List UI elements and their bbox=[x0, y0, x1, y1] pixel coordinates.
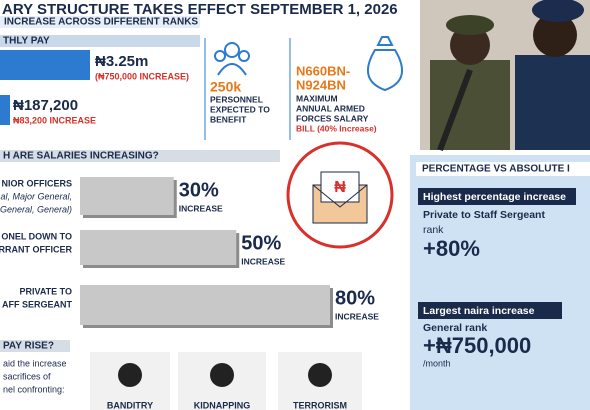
bill-text: BILL (40% Increase) bbox=[296, 123, 377, 133]
bill-text: FORCES SALARY bbox=[296, 113, 369, 123]
value-label: 30% bbox=[179, 179, 219, 201]
personnel-text: BENEFIT bbox=[210, 114, 247, 124]
detail: rank bbox=[423, 224, 444, 236]
threat-label: BANDITRY bbox=[107, 400, 153, 410]
section-heading: PAY RISE? bbox=[3, 341, 54, 352]
pay-bar bbox=[0, 50, 90, 80]
threat-icon bbox=[210, 363, 234, 387]
threat-icon bbox=[308, 363, 332, 387]
bill-figure: N924BN bbox=[296, 77, 346, 92]
threat-icon bbox=[118, 363, 142, 387]
increase-label: INCREASE bbox=[179, 203, 223, 213]
section-header bbox=[0, 340, 70, 352]
increase-label: INCREASE bbox=[335, 311, 379, 321]
rank-text: General, General) bbox=[0, 204, 72, 214]
value-label: 80% bbox=[335, 287, 375, 309]
rifle bbox=[437, 68, 473, 152]
subtitle-box bbox=[0, 16, 200, 28]
personnel-figure: 250k bbox=[210, 79, 241, 95]
label-box bbox=[418, 302, 562, 319]
beret bbox=[532, 0, 584, 22]
pay-increase: ₦83,200 INCREASE bbox=[13, 115, 96, 125]
value-label: 50% bbox=[241, 232, 281, 254]
pay-amount: ₦3.25m bbox=[95, 53, 148, 70]
rank-rows: NIOR OFFICERS al, Major General, General, … bbox=[0, 177, 379, 328]
rank-text: al, Major General, bbox=[0, 191, 72, 201]
bill-text: ANNUAL ARMED bbox=[296, 103, 365, 113]
bill-figure: N660BN- bbox=[296, 63, 350, 78]
money-bag-icon bbox=[366, 36, 404, 92]
increase-bar bbox=[80, 177, 174, 215]
personnel-text: EXPECTED TO bbox=[210, 104, 270, 114]
soldier-left-head bbox=[450, 25, 490, 65]
section-header bbox=[0, 35, 200, 47]
subtitle: INCREASE ACROSS DIFFERENT RANKS bbox=[4, 17, 198, 28]
helmet bbox=[446, 15, 494, 35]
increase-label: INCREASE bbox=[241, 256, 285, 266]
why-text: aid the increase bbox=[3, 358, 67, 368]
rank-text: RRANT OFFICER bbox=[0, 244, 72, 254]
panel-heading: PERCENTAGE VS ABSOLUTE I bbox=[422, 164, 570, 175]
bill-text: MAXIMUM bbox=[296, 93, 338, 103]
threat-label: TERRORISM bbox=[293, 400, 347, 410]
pay-increase: (₦750,000 INCREASE) bbox=[95, 71, 189, 81]
section-header bbox=[0, 150, 280, 162]
label: Highest percentage increase bbox=[423, 191, 566, 203]
increase-bar bbox=[80, 230, 237, 265]
title: ARY STRUCTURE TAKES EFFECT SEPTEMBER 1, … bbox=[2, 1, 398, 18]
why-text: nel confronting: bbox=[3, 384, 65, 394]
detail: Private to Staff Sergeant bbox=[423, 209, 545, 221]
unit: /month bbox=[423, 358, 451, 368]
people-icon bbox=[214, 42, 250, 76]
rank-text: ONEL DOWN TO bbox=[1, 231, 72, 241]
panel-header bbox=[416, 162, 590, 176]
section-heading: H ARE SALARIES INCREASING? bbox=[3, 151, 159, 162]
personnel-text: PERSONNEL bbox=[210, 94, 263, 104]
figure: +₦750,000 bbox=[423, 333, 531, 358]
figure: +80% bbox=[423, 236, 480, 261]
pay-amount: ₦187,200 bbox=[13, 97, 78, 114]
envelope-icon: ₦ bbox=[312, 171, 368, 224]
threat-label: KIDNAPPING bbox=[194, 400, 251, 410]
soldier-right-head bbox=[533, 13, 577, 57]
svg-text:₦: ₦ bbox=[334, 179, 346, 196]
section-heading: THLY PAY bbox=[3, 36, 50, 47]
label: Largest naira increase bbox=[423, 305, 535, 317]
why-text: sacrifices of bbox=[3, 371, 51, 381]
detail: General rank bbox=[423, 322, 487, 334]
increase-bar bbox=[80, 285, 330, 325]
threats: BANDITRY KIDNAPPING TERRORISM bbox=[90, 352, 362, 410]
soldier-right bbox=[515, 55, 590, 150]
rank-text: PRIVATE TO bbox=[19, 286, 72, 296]
rank-text: AFF SERGEANT bbox=[2, 299, 73, 309]
rank-text: NIOR OFFICERS bbox=[1, 178, 72, 188]
pay-bar bbox=[0, 95, 10, 125]
label-box bbox=[418, 188, 576, 205]
